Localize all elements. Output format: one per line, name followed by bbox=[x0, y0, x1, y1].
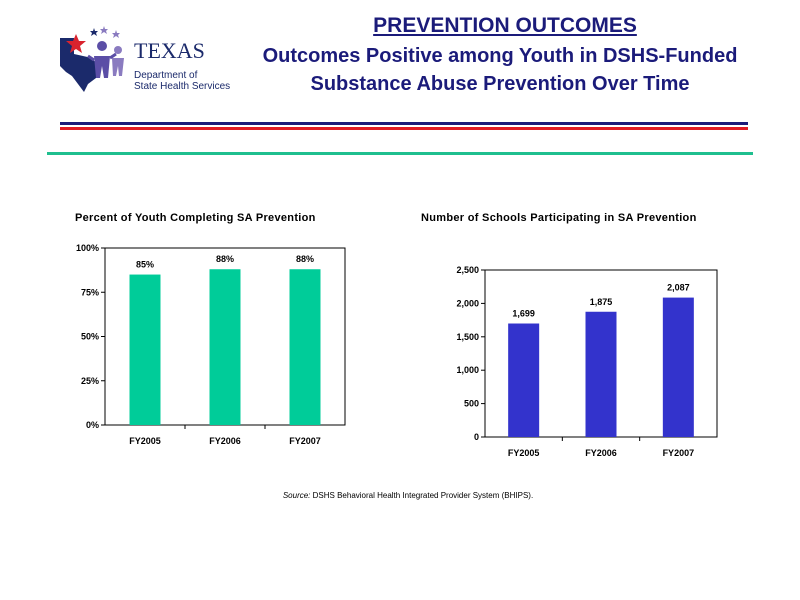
percent-completing-chart: 0% 25% 50% 75% 100% 85% FY2005 88% FY2006 88% FY20… bbox=[76, 243, 346, 446]
bar bbox=[289, 269, 321, 425]
y-tick-label: 1,500 bbox=[456, 332, 479, 342]
page-subtitle: Outcomes Positive among Youth in DSHS-Fu… bbox=[215, 42, 785, 98]
dshs-logo: TEXAS Department of State Health Service… bbox=[58, 26, 230, 92]
x-tick-label: FY2005 bbox=[129, 436, 161, 446]
source-note: Source: DSHS Behavioral Health Integrate… bbox=[0, 491, 800, 500]
header-rule-teal bbox=[47, 152, 753, 155]
data-label: 88% bbox=[216, 254, 234, 264]
x-tick-label: FY2007 bbox=[289, 436, 321, 446]
x-tick-label: FY2007 bbox=[663, 448, 695, 458]
chart-1-title: Percent of Youth Completing SA Preventio… bbox=[75, 212, 316, 224]
y-tick-label: 1,000 bbox=[456, 365, 479, 375]
chart-2-title: Number of Schools Participating in SA Pr… bbox=[421, 212, 697, 224]
y-tick-label: 0 bbox=[474, 432, 479, 442]
data-label: 85% bbox=[136, 260, 154, 270]
texas-logo-icon bbox=[60, 26, 124, 92]
y-tick-label: 500 bbox=[464, 399, 479, 409]
x-tick-label: FY2005 bbox=[508, 448, 540, 458]
source-label: Source: bbox=[282, 491, 311, 500]
y-tick-label: 25% bbox=[81, 376, 99, 386]
bar bbox=[209, 269, 241, 425]
x-tick-label: FY2006 bbox=[209, 436, 241, 446]
y-tick-label: 2,000 bbox=[456, 298, 479, 308]
logo-word: TEXAS bbox=[134, 38, 205, 63]
logo-department: Department of bbox=[134, 70, 198, 81]
data-label: 88% bbox=[296, 254, 314, 264]
subtitle-line-1: Outcomes Positive among Youth in DSHS-Fu… bbox=[262, 45, 738, 67]
y-tick-label: 0% bbox=[86, 420, 99, 430]
y-tick-label: 100% bbox=[76, 243, 99, 253]
page-title: PREVENTION OUTCOMES bbox=[373, 14, 637, 37]
header-rule-red bbox=[60, 127, 748, 130]
data-label: 1,875 bbox=[590, 297, 613, 307]
bar bbox=[585, 311, 617, 437]
data-label: 2,087 bbox=[667, 283, 690, 293]
y-tick-label: 50% bbox=[81, 332, 99, 342]
y-tick-label: 2,500 bbox=[456, 265, 479, 275]
header-rule-navy bbox=[60, 122, 748, 125]
x-tick-label: FY2006 bbox=[585, 448, 617, 458]
bar bbox=[508, 323, 540, 437]
schools-participating-chart: 0 500 1,000 1,500 2,000 2,500 1,699 FY2005 1,875… bbox=[456, 265, 718, 458]
bar bbox=[129, 274, 161, 425]
data-label: 1,699 bbox=[512, 309, 535, 319]
y-tick-label: 75% bbox=[81, 287, 99, 297]
bar bbox=[662, 297, 694, 437]
subtitle-line-2: Substance Abuse Prevention Over Time bbox=[310, 73, 690, 95]
source-text: DSHS Behavioral Health Integrated Provid… bbox=[310, 491, 534, 500]
logo-agency: State Health Services bbox=[134, 81, 231, 92]
